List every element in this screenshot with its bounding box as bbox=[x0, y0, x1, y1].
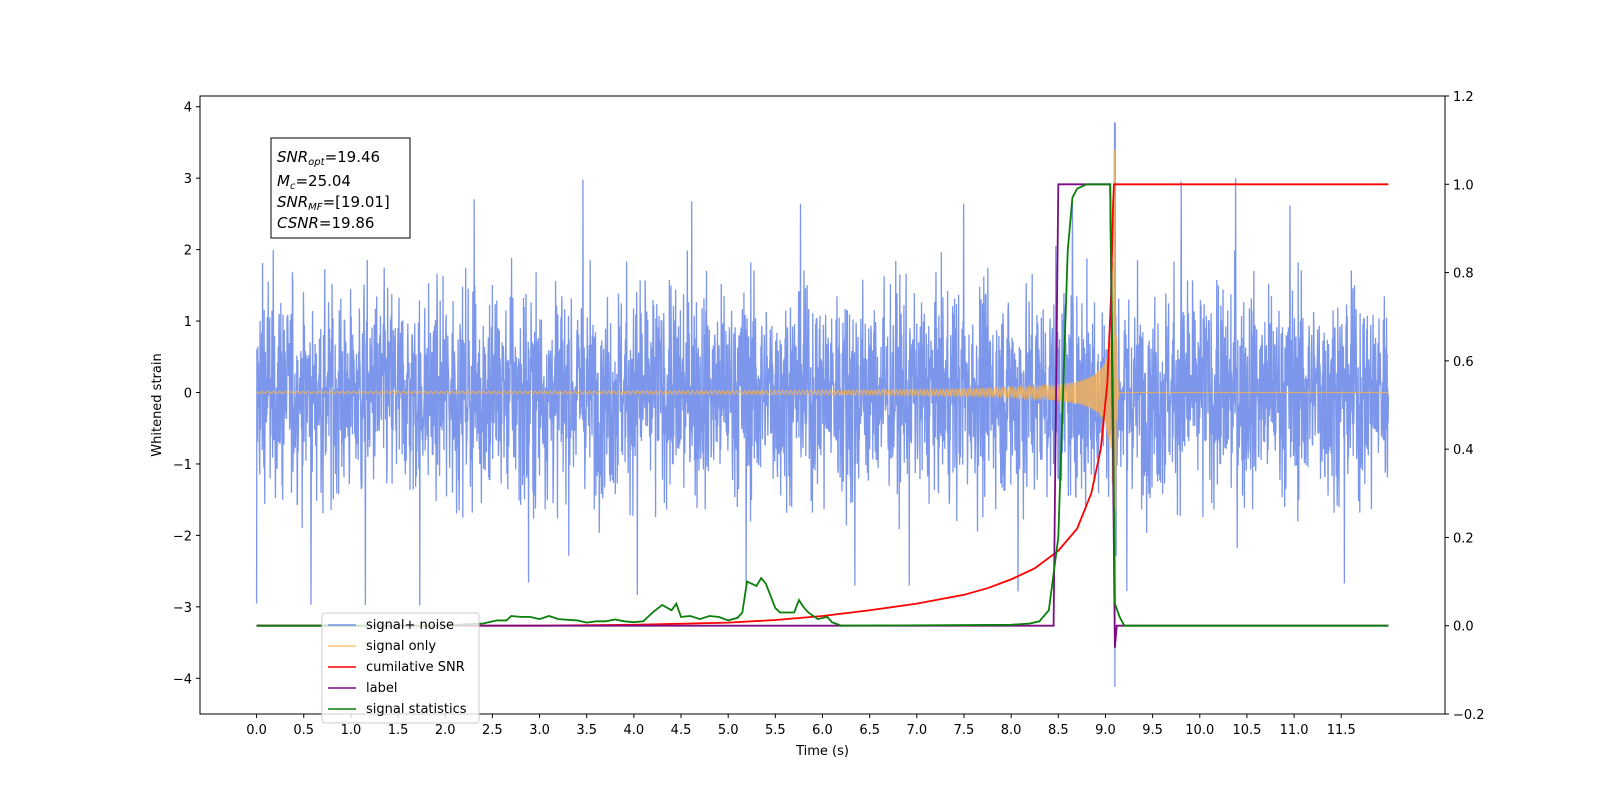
y-tick-label-6: 2 bbox=[184, 244, 192, 259]
x-tick-label-3: 1.5 bbox=[388, 723, 409, 738]
y-tick-label-5: 1 bbox=[184, 315, 192, 330]
y2-tick-label-0: −0.2 bbox=[1453, 708, 1485, 723]
y-tick-label-0: −4 bbox=[173, 672, 192, 687]
x-tick-label-23: 11.5 bbox=[1327, 723, 1356, 738]
x-tick-label-7: 3.5 bbox=[576, 723, 597, 738]
x-tick-label-8: 4.0 bbox=[624, 723, 645, 738]
x-tick-label-19: 9.5 bbox=[1142, 723, 1163, 738]
y-tick-label-1: −3 bbox=[173, 601, 192, 616]
x-axis-label: Time (s) bbox=[795, 744, 849, 759]
y-axis-left: −4 −3 −2 −1 0 1 2 3 4 bbox=[173, 101, 200, 687]
annotation-snr-mf: SNRMF=[19.01] bbox=[277, 193, 390, 213]
y-tick-label-2: −2 bbox=[173, 529, 192, 544]
x-tick-label-11: 5.5 bbox=[765, 723, 786, 738]
y2-tick-label-1: 0.0 bbox=[1453, 620, 1474, 635]
x-tick-label-2: 1.0 bbox=[341, 723, 362, 738]
y2-tick-label-7: 1.2 bbox=[1453, 90, 1474, 105]
y2-tick-label-6: 1.0 bbox=[1453, 178, 1474, 193]
legend-label-label: label bbox=[366, 681, 397, 696]
y2-tick-label-5: 0.8 bbox=[1453, 267, 1474, 282]
legend-label-signal-statistics: signal statistics bbox=[366, 702, 467, 717]
series-signal-only-line bbox=[256, 149, 1389, 635]
x-axis: 0.0 0.5 1.0 1.5 2.0 2.5 3.0 3.5 4.0 4.5 5.0 5.5 6.0 6… bbox=[246, 714, 1356, 738]
x-tick-label-14: 7.0 bbox=[906, 723, 927, 738]
y2-tick-label-2: 0.2 bbox=[1453, 531, 1474, 546]
y-axis-label: Whitened strain bbox=[150, 353, 165, 456]
y-axis-right: −0.2 0.0 0.2 0.4 0.6 0.8 1.0 1.2 bbox=[1445, 90, 1485, 723]
x-tick-label-4: 2.0 bbox=[435, 723, 456, 738]
annotation-snr-opt: SNRopt=19.46 bbox=[277, 148, 380, 168]
legend-frame bbox=[321, 612, 480, 724]
legend: signal+ noise signal only cumilative SNR… bbox=[321, 612, 480, 724]
y-tick-label-8: 4 bbox=[184, 101, 192, 116]
x-tick-label-5: 2.5 bbox=[482, 723, 503, 738]
y2-tick-label-3: 0.4 bbox=[1453, 443, 1474, 458]
legend-label-cumulative-snr: cumilative SNR bbox=[366, 660, 465, 675]
x-tick-label-10: 5.0 bbox=[718, 723, 739, 738]
series-signal-noise-line bbox=[255, 122, 1390, 687]
plot-area bbox=[255, 122, 1390, 687]
x-tick-label-15: 7.5 bbox=[954, 723, 975, 738]
x-tick-label-1: 0.5 bbox=[293, 723, 314, 738]
x-tick-label-17: 8.5 bbox=[1048, 723, 1069, 738]
x-tick-label-20: 10.0 bbox=[1185, 723, 1214, 738]
annotation-box: SNRopt=19.46 Mc=25.04 SNRMF=[19.01] CSNR… bbox=[270, 137, 411, 239]
legend-label-signal-only: signal only bbox=[366, 639, 436, 654]
x-tick-label-9: 4.5 bbox=[671, 723, 692, 738]
y-tick-label-7: 3 bbox=[184, 172, 192, 187]
x-tick-label-18: 9.0 bbox=[1095, 723, 1116, 738]
x-tick-label-0: 0.0 bbox=[246, 723, 267, 738]
x-tick-label-12: 6.0 bbox=[812, 723, 833, 738]
x-tick-label-13: 6.5 bbox=[859, 723, 880, 738]
x-tick-label-21: 10.5 bbox=[1232, 723, 1261, 738]
x-tick-label-6: 3.0 bbox=[529, 723, 550, 738]
series-signal-statistics-line bbox=[256, 183, 1389, 627]
y-tick-label-4: 0 bbox=[184, 386, 192, 401]
annotation-mc: Mc=25.04 bbox=[277, 172, 351, 192]
legend-label-signal-noise: signal+ noise bbox=[366, 618, 454, 633]
x-tick-label-16: 8.0 bbox=[1001, 723, 1022, 738]
annotation-csnr: CSNR=19.86 bbox=[277, 214, 374, 232]
y-tick-label-3: −1 bbox=[173, 458, 192, 473]
annotation-frame bbox=[270, 137, 411, 239]
y2-tick-label-4: 0.6 bbox=[1453, 355, 1474, 370]
series-cumilative-snr-line bbox=[256, 183, 1389, 627]
x-tick-label-22: 11.0 bbox=[1280, 723, 1309, 738]
